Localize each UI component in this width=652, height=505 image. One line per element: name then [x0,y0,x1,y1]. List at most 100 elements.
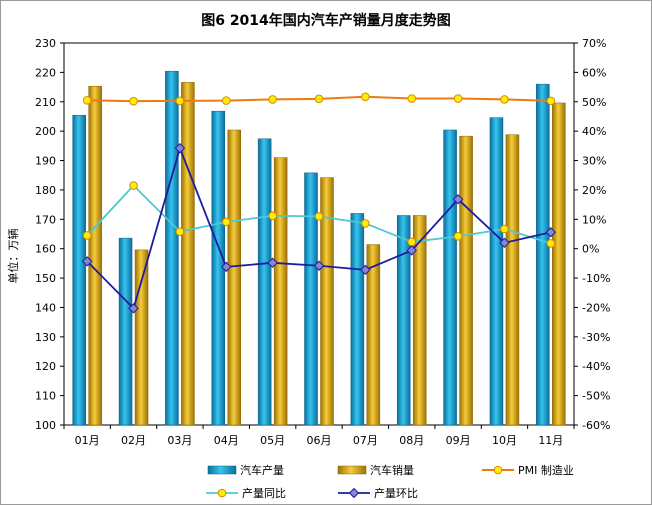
mom-point [221,261,232,273]
left-tick-label: 160 [35,243,56,256]
yoy-point [546,239,556,248]
production-bar [536,83,550,426]
sales-bar [181,82,195,426]
pmi-point [453,94,463,103]
mom-point [360,264,371,276]
legend-pmi-label: PMI 制造业 [518,463,574,477]
lines [81,92,557,314]
x-tick-label: 02月 [121,434,146,447]
legend-yoy-label: 产量同比 [242,486,286,500]
yoy-point [453,232,463,241]
x-tick-label: 05月 [260,434,285,447]
right-tick-label: -20% [582,301,610,314]
x-tick-label: 01月 [75,434,100,447]
pmi-point [500,95,509,104]
production-bar [257,138,272,426]
production-bar [489,117,504,426]
bars [72,70,566,426]
right-tick-label: -10% [582,272,610,285]
mom-point [267,257,278,269]
sales-bar [273,157,288,426]
right-tick-label: 50% [582,96,606,109]
sales-bar [552,102,566,426]
mom-point [81,256,93,267]
sales-bar [459,135,473,426]
right-tick-label: 20% [582,184,606,197]
right-tick-label: -50% [582,390,610,403]
y-axis-label: 单位：万辆 [6,229,20,284]
yoy-point [82,231,92,240]
legend-sales-label: 汽车销量 [370,463,414,477]
right-tick-label: 40% [582,125,606,138]
pmi-point [407,94,417,103]
left-tick-label: 150 [35,272,56,285]
production-bar [304,172,318,426]
x-tick-label: 11月 [538,434,563,447]
production-bar [165,70,179,426]
pmi-point [361,92,370,102]
pmi-point [175,96,185,106]
right-tick-label: 30% [582,155,606,168]
left-tick-label: 170 [35,213,56,226]
mom-point [452,194,464,205]
right-tick-label: 10% [582,213,606,226]
right-tick-label: 70% [582,37,606,50]
production-bar [118,237,133,426]
production-bar [350,213,365,426]
legend-mom-label: 产量环比 [374,486,418,500]
yoy-point [129,181,138,190]
right-tick-label: 0% [582,243,599,256]
sales-bar [227,129,242,426]
legend-mom-marker [348,487,360,499]
pmi-point [268,95,277,104]
right-tick-label: -40% [582,360,610,373]
yoy-point [268,211,277,221]
axes: 100 110 120 130 140 150 160 170 180 190 200 210 220 2… [6,37,610,447]
mom-line [86,145,552,311]
mom-point [174,142,186,154]
left-tick-label: 180 [35,184,56,197]
production-bar [443,129,457,426]
sales-bar [412,215,427,426]
sales-bar [505,134,520,426]
left-tick-label: 140 [35,301,56,314]
left-tick-label: 100 [35,419,56,432]
left-tick-label: 190 [35,155,56,168]
left-tick-label: 230 [35,37,56,50]
x-tick-label: 09月 [446,434,471,447]
plot-area [63,42,575,426]
yoy-point [407,237,417,247]
production-bar [72,115,86,426]
yoy-point [314,212,324,221]
left-tick-label: 220 [35,66,56,79]
left-tick-label: 130 [35,331,56,344]
x-tick-label: 07月 [353,434,378,447]
legend-yoy-marker [217,488,227,498]
legend-production-swatch [207,465,237,475]
sales-bar [134,249,149,426]
right-tick-label: 60% [582,66,606,79]
legend-sales-swatch [337,465,367,475]
pmi-point [129,96,138,106]
left-tick-label: 200 [35,125,56,138]
left-tick-label: 120 [35,360,56,373]
mom-point [313,260,325,271]
right-tick-label: -60% [582,419,610,432]
pmi-point [221,96,231,105]
pmi-point [82,96,92,105]
pmi-point [546,96,556,106]
legend-production-label: 汽车产量 [240,463,284,477]
mom-point [128,303,139,314]
x-tick-label: 06月 [307,434,332,447]
sales-bar [320,177,334,426]
left-tick-label: 210 [35,96,56,109]
x-tick-label: 10月 [492,434,517,447]
left-tick-label: 110 [35,390,56,403]
legend-pmi-marker [493,465,503,475]
yoy-point [361,219,370,228]
x-tick-label: 08月 [399,434,424,447]
sales-bar [88,85,102,426]
pmi-point [314,94,324,104]
